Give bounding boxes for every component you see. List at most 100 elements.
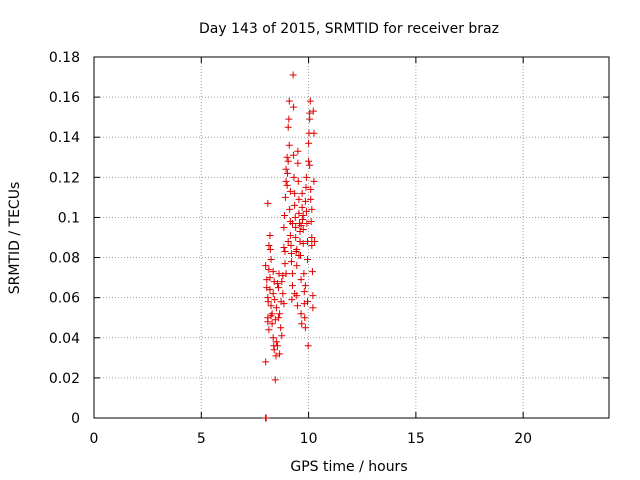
data-points (262, 71, 319, 422)
data-point (264, 199, 272, 207)
data-point (273, 280, 281, 288)
data-point (302, 173, 310, 181)
data-point (290, 173, 298, 181)
data-point (281, 260, 289, 268)
data-point (295, 252, 303, 260)
data-point (264, 318, 272, 326)
data-point (297, 221, 305, 229)
data-point (282, 177, 290, 185)
data-point (284, 157, 292, 165)
data-point (269, 334, 277, 342)
data-point (308, 205, 316, 213)
data-point (278, 278, 286, 286)
y-tick-label: 0.18 (49, 50, 80, 66)
data-point (287, 250, 295, 258)
y-tick-label: 0.12 (49, 170, 80, 186)
data-point (301, 314, 309, 322)
data-point (308, 242, 316, 250)
data-point (298, 189, 306, 197)
data-point (294, 159, 302, 167)
data-point (265, 266, 273, 274)
data-point (286, 187, 294, 195)
data-point (300, 270, 308, 278)
data-point (288, 296, 296, 304)
x-tick-label: 10 (300, 431, 318, 447)
y-tick-label: 0 (71, 411, 80, 427)
data-point (293, 246, 301, 254)
data-point (271, 296, 279, 304)
data-point (263, 276, 271, 284)
data-point (295, 209, 303, 217)
data-point (286, 231, 294, 239)
data-point (301, 197, 309, 205)
data-point (308, 234, 316, 241)
data-point (304, 298, 312, 306)
data-point (295, 195, 303, 203)
data-point (276, 310, 284, 318)
data-point (291, 290, 299, 298)
plot-frame (93, 56, 610, 419)
data-point (293, 262, 301, 270)
x-tick-label: 5 (197, 431, 206, 447)
data-point (273, 342, 281, 350)
data-point (278, 332, 286, 340)
data-point (298, 203, 306, 211)
data-point (304, 342, 312, 350)
data-point (305, 157, 313, 165)
data-point (286, 205, 294, 213)
data-point (284, 169, 292, 177)
data-point (287, 258, 295, 266)
data-point (303, 219, 311, 227)
data-point (310, 129, 318, 137)
data-point (277, 324, 285, 332)
data-point (279, 290, 287, 298)
data-point (289, 71, 297, 79)
data-point (302, 207, 310, 215)
data-point (288, 219, 296, 227)
data-point (280, 300, 288, 308)
data-point (299, 211, 307, 219)
data-point (288, 282, 296, 290)
y-tick-label: 0.04 (49, 331, 80, 347)
data-point (276, 350, 284, 358)
data-point (285, 141, 293, 149)
data-point (272, 304, 280, 312)
data-point (288, 270, 296, 278)
data-point (283, 181, 291, 189)
data-point (302, 183, 310, 191)
data-point (271, 316, 279, 324)
data-point (294, 147, 302, 155)
data-point (300, 288, 308, 296)
axis-ticks: 0 5 10 15 20 0 0.02 0.04 0.06 0.08 0.1 0.12 0.14 0.16… (49, 50, 609, 447)
data-point (299, 215, 307, 223)
data-point (265, 326, 273, 334)
data-point (269, 268, 277, 276)
data-point (308, 268, 316, 276)
data-point (282, 270, 290, 278)
data-point (283, 153, 291, 161)
data-point (272, 352, 280, 360)
data-point (306, 161, 314, 169)
data-point (306, 97, 314, 105)
data-point (267, 256, 275, 264)
x-tick-label: 20 (514, 431, 532, 447)
data-point (275, 284, 283, 292)
data-point (297, 276, 305, 284)
data-point (301, 324, 309, 332)
data-point (301, 282, 309, 290)
data-point (275, 270, 283, 278)
data-point (271, 376, 279, 384)
data-point (281, 211, 289, 219)
data-point (282, 165, 290, 173)
data-point (304, 238, 312, 246)
data-point (269, 290, 277, 298)
data-point (293, 302, 301, 310)
data-point (280, 244, 288, 252)
data-point (306, 109, 314, 117)
data-point (262, 262, 270, 270)
data-point (285, 115, 293, 123)
data-point (299, 240, 307, 248)
data-point (267, 302, 275, 310)
chart-title: Day 143 of 2015, SRMTID for receiver bra… (199, 21, 499, 37)
